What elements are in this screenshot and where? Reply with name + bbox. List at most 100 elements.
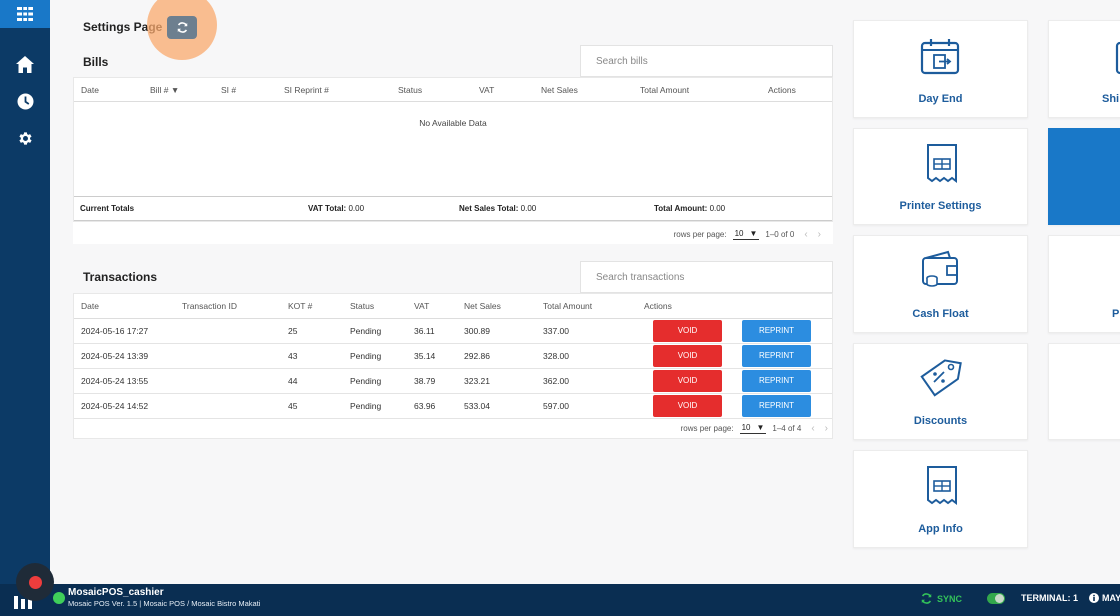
tx-status: Pending [350,318,414,344]
reprint-button[interactable]: REPRINT [742,394,811,417]
reprint-button[interactable]: REPRINT [742,369,811,392]
discount-tag-icon [920,359,962,397]
record-button[interactable] [16,563,54,601]
caret-down-icon: ▼ [749,228,758,238]
bills-table-card: Date Bill # ▼ SI # SI Reprint # Status V… [73,77,833,222]
bills-col-si-reprint[interactable]: SI Reprint # [284,85,329,95]
app-info-tile[interactable]: App Info [853,450,1028,548]
tx-net: 323.21 [464,368,543,394]
bills-rows-select[interactable]: 10 ▼ [732,228,760,240]
reprint-button[interactable]: REPRINT [742,344,811,367]
sort-down-icon: ▼ [170,85,180,95]
next-page-icon[interactable]: › [817,228,821,240]
prev-page-icon[interactable]: ‹ [804,228,808,240]
record-dot-icon [28,575,42,589]
tx-kot: 44 [288,368,350,394]
tx-id [182,368,288,394]
tx-rows-select[interactable]: 10 ▼ [739,423,767,434]
app-info-label: App Info [918,523,963,535]
vat-total: VAT Total: 0.00 [308,204,364,213]
discounts-tile[interactable]: Discounts [853,343,1028,440]
bills-rows-label: rows per page: [673,229,727,239]
next-page-icon[interactable]: › [824,422,828,434]
shift-tile[interactable]: Shi [1048,20,1120,118]
cash-float-tile[interactable]: Cash Float [853,235,1028,333]
prev-page-icon[interactable]: ‹ [811,422,815,434]
bills-col-bill-no[interactable]: Bill # ▼ [150,85,179,95]
discounts-label: Discounts [913,415,968,427]
tx-date: 2024-05-24 14:52 [74,393,182,419]
tx-id [182,318,288,344]
grid-icon [17,7,33,21]
bills-range: 1–0 of 0 [765,229,795,239]
gear-icon [18,132,32,145]
nav-home[interactable] [0,46,50,83]
cash-float-label: Cash Float [912,308,969,320]
transactions-header-row: Date Transaction ID KOT # Status VAT Net… [74,294,832,319]
sync-button[interactable]: SYNC [920,592,962,605]
void-button[interactable]: VOID [653,369,722,392]
user-name: MosaicPOS_cashier [68,587,164,598]
active-tile[interactable] [1048,128,1120,225]
refresh-button[interactable] [167,16,197,39]
transactions-search-input[interactable]: Search transactions [580,261,833,293]
tx-actions: VOID REPRINT [644,368,832,394]
tx-vat: 35.14 [414,343,464,369]
printer-settings-tile[interactable]: Printer Settings [853,128,1028,225]
nav-history[interactable] [0,83,50,120]
bills-col-net-sales[interactable]: Net Sales [541,85,578,95]
bills-col-si[interactable]: SI # [221,85,237,95]
void-button[interactable]: VOID [653,344,722,367]
menu-grid-button[interactable] [0,0,50,28]
clock-icon [17,93,33,110]
table-row: 2024-05-16 17:27 25 Pending 36.11 300.89… [74,318,832,344]
tx-net: 533.04 [464,393,543,419]
receipt-icon [927,144,957,183]
tx-col-total[interactable]: Total Amount [543,294,644,319]
bills-col-date[interactable]: Date [81,85,99,95]
tx-col-vat[interactable]: VAT [414,294,464,319]
bills-col-status[interactable]: Status [398,85,423,95]
tx-col-status[interactable]: Status [350,294,414,319]
tx-status: Pending [350,368,414,394]
net-total-value: 0.00 [520,204,537,213]
info-indicator[interactable]: MAY [1089,593,1120,603]
tx-total: 597.00 [543,393,644,419]
sync-toggle[interactable] [987,593,1005,604]
bills-table-header: Date Bill # ▼ SI # SI Reprint # Status V… [74,78,832,102]
partial-tile-p[interactable]: P [1048,235,1120,333]
main-content: Settings Page Bills Search bills Date Bi… [50,0,840,584]
tx-total: 328.00 [543,343,644,369]
tx-kot: 25 [288,318,350,344]
tx-col-kot[interactable]: KOT # [288,294,350,319]
tx-col-net-sales[interactable]: Net Sales [464,294,543,319]
status-footer: MosaicPOS_cashier Mosaic POS Ver. 1.5 | … [0,584,1120,616]
day-end-tile[interactable]: Day End [853,20,1028,118]
home-icon [16,56,34,73]
day-end-label: Day End [918,93,963,105]
bills-search-input[interactable]: Search bills [580,45,833,77]
total-amount-label: Total Amount: [654,204,708,213]
bills-col-vat[interactable]: VAT [479,85,495,95]
tx-col-id[interactable]: Transaction ID [182,294,288,319]
tx-actions: VOID REPRINT [644,318,832,344]
online-status-dot [53,592,65,604]
terminal-label: TERMINAL: 1 [1021,593,1078,603]
void-button[interactable]: VOID [653,319,722,342]
partial-tile-empty[interactable] [1048,343,1120,440]
total-amount: Total Amount: 0.00 [654,204,725,213]
bills-empty-text: No Available Data [419,118,487,128]
tx-id [182,343,288,369]
tx-col-date[interactable]: Date [74,294,182,319]
nav-settings[interactable] [0,120,50,157]
transactions-pager: rows per page: 10 ▼ 1–4 of 4 ‹ › [681,418,828,438]
reprint-button[interactable]: REPRINT [742,319,811,342]
bills-pager: rows per page: 10 ▼ 1–0 of 0 ‹ › [674,224,821,244]
partial-tile-p-label: P [1112,308,1120,320]
bills-col-total[interactable]: Total Amount [640,85,690,95]
void-button[interactable]: VOID [653,394,722,417]
brand-logo-icon [14,593,32,609]
table-row: 2024-05-24 13:39 43 Pending 35.14 292.86… [74,343,832,369]
bills-title: Bills [83,55,109,69]
tx-range: 1–4 of 4 [772,423,802,433]
